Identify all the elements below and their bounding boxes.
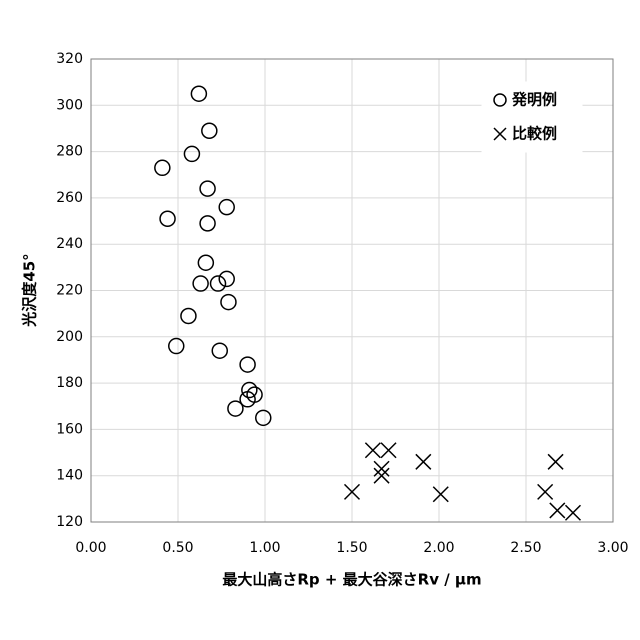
- point: [550, 503, 565, 518]
- point: [416, 454, 431, 469]
- point: [256, 410, 271, 425]
- point: [202, 123, 217, 138]
- point: [374, 461, 389, 476]
- point: [381, 443, 396, 458]
- y-tick-label: 320: [56, 51, 83, 67]
- x-tick-label: 3.00: [597, 540, 628, 556]
- point: [155, 160, 170, 175]
- y-tick-label: 140: [56, 468, 83, 484]
- point: [219, 271, 234, 286]
- point: [365, 443, 380, 458]
- point: [191, 86, 206, 101]
- y-tick-label: 300: [56, 97, 83, 113]
- point: [219, 200, 234, 215]
- point: [181, 308, 196, 323]
- point: [184, 146, 199, 161]
- point: [200, 216, 215, 231]
- y-tick-label: 260: [56, 190, 83, 206]
- point: [433, 487, 448, 502]
- y-tick-label: 180: [56, 375, 83, 391]
- x-tick-label: 1.00: [249, 540, 280, 556]
- y-tick-label: 160: [56, 421, 83, 437]
- y-tick-label: 220: [56, 283, 83, 299]
- point: [200, 181, 215, 196]
- y-tick-label: 200: [56, 329, 83, 345]
- point: [565, 505, 580, 520]
- point: [169, 339, 184, 354]
- x-tick-label: 1.50: [336, 540, 367, 556]
- point: [160, 211, 175, 226]
- point: [212, 343, 227, 358]
- y-tick-label: 120: [56, 514, 83, 530]
- y-axis-label: 光沢度45°: [21, 253, 39, 327]
- point: [221, 295, 236, 310]
- legend-label: 発明例: [511, 91, 557, 109]
- point: [193, 276, 208, 291]
- x-tick-label: 2.00: [423, 540, 454, 556]
- x-tick-label: 2.50: [510, 540, 541, 556]
- point: [198, 255, 213, 270]
- x-tick-label: 0.50: [162, 540, 193, 556]
- y-tick-label: 240: [56, 236, 83, 252]
- y-tick-label: 280: [56, 144, 83, 160]
- x-tick-label: 0.00: [75, 540, 106, 556]
- point: [548, 454, 563, 469]
- legend-label: 比較例: [512, 125, 557, 143]
- point: [538, 484, 553, 499]
- point: [211, 276, 226, 291]
- point: [240, 357, 255, 372]
- point: [228, 401, 243, 416]
- x-axis-label: 最大山高さRp + 最大谷深さRv / µm: [222, 571, 481, 589]
- chart: 光沢度45° 最大山高さRp + 最大谷深さRv / µm 120 140 160 1…: [0, 0, 640, 640]
